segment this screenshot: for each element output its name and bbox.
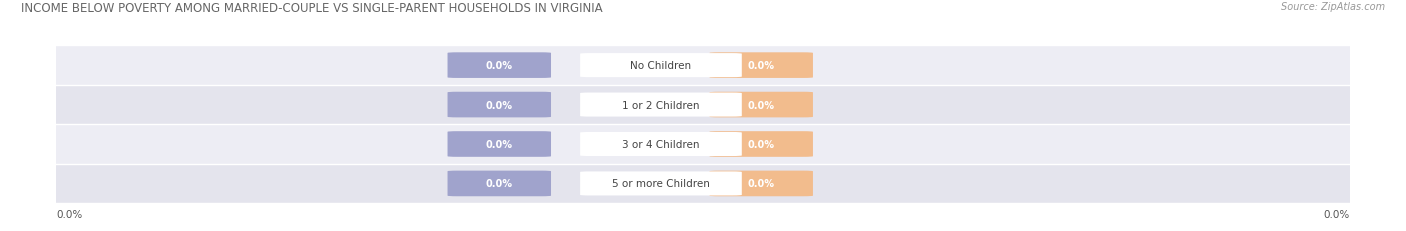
Text: 0.0%: 0.0% [485, 61, 513, 71]
Bar [56, 85, 1350, 125]
FancyBboxPatch shape [581, 132, 742, 156]
FancyBboxPatch shape [447, 92, 551, 118]
FancyBboxPatch shape [710, 92, 813, 118]
FancyBboxPatch shape [581, 172, 742, 196]
FancyBboxPatch shape [581, 54, 742, 78]
Text: 0.0%: 0.0% [1323, 209, 1350, 219]
Text: 0.0%: 0.0% [485, 139, 513, 149]
FancyBboxPatch shape [710, 53, 813, 79]
FancyBboxPatch shape [447, 171, 551, 196]
Text: 5 or more Children: 5 or more Children [612, 179, 710, 189]
Text: 3 or 4 Children: 3 or 4 Children [623, 139, 700, 149]
Bar [56, 46, 1350, 85]
FancyBboxPatch shape [710, 171, 813, 196]
FancyBboxPatch shape [447, 132, 551, 157]
Text: 0.0%: 0.0% [748, 179, 775, 189]
Bar [56, 125, 1350, 164]
Text: No Children: No Children [630, 61, 692, 71]
Text: 0.0%: 0.0% [748, 139, 775, 149]
FancyBboxPatch shape [710, 132, 813, 157]
Text: 0.0%: 0.0% [56, 209, 83, 219]
Text: INCOME BELOW POVERTY AMONG MARRIED-COUPLE VS SINGLE-PARENT HOUSEHOLDS IN VIRGINI: INCOME BELOW POVERTY AMONG MARRIED-COUPL… [21, 2, 603, 15]
FancyBboxPatch shape [447, 53, 551, 79]
Text: 0.0%: 0.0% [748, 61, 775, 71]
Text: 0.0%: 0.0% [485, 179, 513, 189]
Bar [56, 164, 1350, 203]
Text: 0.0%: 0.0% [748, 100, 775, 110]
Text: 1 or 2 Children: 1 or 2 Children [623, 100, 700, 110]
FancyBboxPatch shape [581, 93, 742, 117]
Text: 0.0%: 0.0% [485, 100, 513, 110]
Text: Source: ZipAtlas.com: Source: ZipAtlas.com [1281, 2, 1385, 12]
